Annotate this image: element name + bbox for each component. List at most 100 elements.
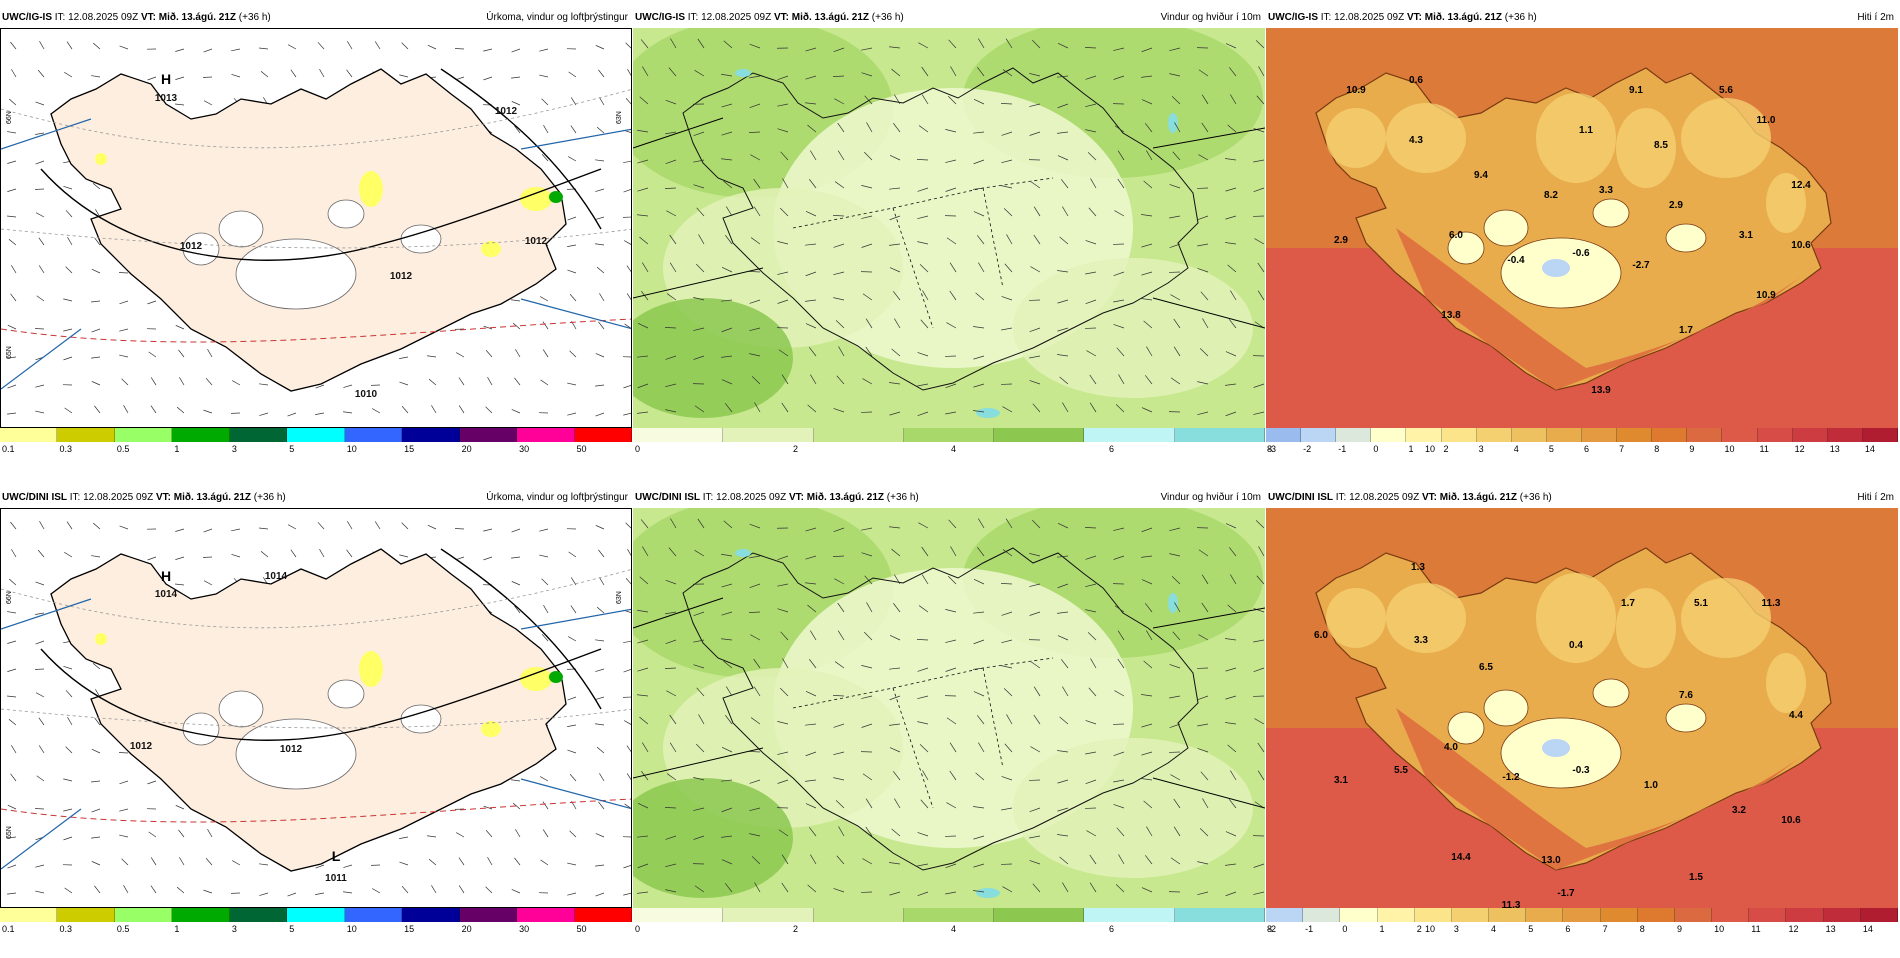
colorbar-swatch (0, 428, 57, 442)
glacier-outline (219, 211, 263, 247)
colorbar-tick-label: 0.3 (59, 444, 72, 454)
colorbar-tick-label: 4 (1514, 444, 1519, 454)
colorbar-tick-label: 50 (577, 444, 587, 454)
cold-glacier-area (1484, 210, 1528, 246)
colorbar-tick-label: 1 (174, 924, 179, 934)
colorbar-swatch (1563, 908, 1600, 922)
colorbar-swatch (287, 428, 344, 442)
colorbar-swatch (402, 908, 459, 922)
colorbar-swatch (1749, 908, 1786, 922)
vt-label: VT: (1407, 12, 1422, 23)
colorbar-ticks: -2-10123456789101112131415 (1266, 924, 1898, 938)
panel-header: UWC/IG-IS IT: 12.08.2025 09Z VT: Mið. 13… (1266, 8, 1898, 28)
highland-area (1386, 103, 1466, 173)
temperature-value-label: -0.4 (1507, 255, 1525, 266)
colorbar-swatch (115, 908, 172, 922)
temperature-value-label: -1.2 (1502, 772, 1520, 783)
colorbar-tick-label: 0 (635, 924, 640, 934)
precip-area (359, 171, 383, 207)
panel-header: UWC/IG-IS IT: 12.08.2025 09Z VT: Mið. 13… (633, 8, 1265, 28)
map-area (633, 508, 1265, 908)
highland-area (1326, 108, 1386, 168)
highland-area (1326, 588, 1386, 648)
temperature-value-label: 4.0 (1444, 742, 1458, 753)
temperature-value-label: 5.1 (1694, 598, 1708, 609)
temperature-value-label: 3.2 (1732, 805, 1746, 816)
colorbar-tick-label: 2 (793, 444, 798, 454)
map-panel-wind: UWC/DINI ISL IT: 12.08.2025 09Z VT: Mið.… (633, 488, 1265, 958)
colorbar-tick-label: -2 (1303, 444, 1311, 454)
colorbar-swatch (230, 428, 287, 442)
temperature-value-label: 10.6 (1791, 240, 1811, 251)
high-pressure-label: H (161, 71, 171, 87)
temperature-value-label: 6.0 (1314, 630, 1328, 641)
panel-title: Hiti í 2m (1857, 488, 1894, 508)
temperature-value-label: 1.0 (1644, 780, 1658, 791)
colorbar-tick-label: 0 (1342, 924, 1347, 934)
it-label: IT: (688, 12, 699, 23)
colorbar-swatch (1512, 428, 1547, 442)
colorbar-swatch (1477, 428, 1512, 442)
colorbar-tick-label: 6 (1109, 924, 1114, 934)
temperature-value-label: 5.6 (1719, 85, 1733, 96)
temperature-value-label: 7.6 (1679, 690, 1693, 701)
colorbar-tick-label: 0 (635, 444, 640, 454)
colorbar-tick-label: 2 (1417, 924, 1422, 934)
colorbar-tick-label: 1 (1380, 924, 1385, 934)
lead-time: (+36 h) (254, 492, 286, 503)
temperature-value-label: 13.0 (1541, 855, 1561, 866)
vt-label: VT: (156, 492, 171, 503)
precip-area (520, 667, 552, 691)
isobar-label: 1012 (525, 236, 548, 247)
colorbar-tick-label: 11 (1760, 444, 1769, 454)
colorbar-tick-label: 15 (404, 924, 414, 934)
colorbar-tick-label: 3 (1479, 444, 1484, 454)
gust-area (976, 888, 1000, 898)
colorbar-tick-label: 1 (1408, 444, 1413, 454)
colorbar-swatch (1266, 428, 1301, 442)
vt-label: VT: (141, 12, 156, 23)
colorbar-ticks: -3-2-10123456789101112131415 (1266, 444, 1898, 458)
temperature-value-label: 1.7 (1679, 325, 1693, 336)
gust-area (735, 69, 751, 77)
temperature-value-label: 10.9 (1756, 290, 1776, 301)
colorbar (1266, 428, 1898, 442)
temperature-value-label: 10.9 (1346, 85, 1366, 96)
colorbar-tick-label: 9 (1689, 444, 1694, 454)
colorbar (0, 908, 632, 922)
highland-area (1536, 93, 1616, 183)
colorbar-tick-label: 0 (1373, 444, 1378, 454)
temperature-value-label: 6.0 (1449, 230, 1463, 241)
colorbar-swatch (1601, 908, 1638, 922)
colorbar-swatch (1758, 428, 1793, 442)
colorbar-swatch (723, 908, 813, 922)
temperature-value-label: 2.9 (1669, 200, 1683, 211)
isobar-label: 1010 (355, 389, 378, 400)
colorbar-swatch (1301, 428, 1336, 442)
colorbar-swatch (1652, 428, 1687, 442)
colorbar-tick-label: 0.1 (2, 924, 15, 934)
temperature-value-label: 10.6 (1781, 815, 1801, 826)
colorbar-swatch (1489, 908, 1526, 922)
temperature-value-label: -0.6 (1572, 248, 1590, 259)
highland-area (1681, 578, 1771, 658)
colorbar-tick-label: 4 (951, 924, 956, 934)
precip-area (359, 651, 383, 687)
temperature-value-label: 1.7 (1621, 598, 1635, 609)
precip-area (95, 153, 107, 165)
temperature-value-label: 9.4 (1474, 170, 1488, 181)
it-label: IT: (703, 492, 714, 503)
colorbar-tick-label: 0.3 (59, 924, 72, 934)
colorbar-tick-label: -3 (1268, 444, 1276, 454)
map-panel-temp: UWC/IG-IS IT: 12.08.2025 09Z VT: Mið. 13… (1266, 8, 1898, 478)
temperature-value-label: 6.5 (1479, 662, 1493, 673)
latitude-label: 66N (6, 111, 13, 124)
colorbar-swatch (460, 908, 517, 922)
map-panel-temp: UWC/DINI ISL IT: 12.08.2025 09Z VT: Mið.… (1266, 488, 1898, 958)
colorbar-tick-label: 5 (289, 444, 294, 454)
vt-label: VT: (1422, 492, 1437, 503)
colorbar-tick-label: 20 (462, 924, 472, 934)
colorbar-swatch (904, 428, 994, 442)
colorbar (633, 428, 1265, 442)
colorbar-tick-label: 6 (1565, 924, 1570, 934)
